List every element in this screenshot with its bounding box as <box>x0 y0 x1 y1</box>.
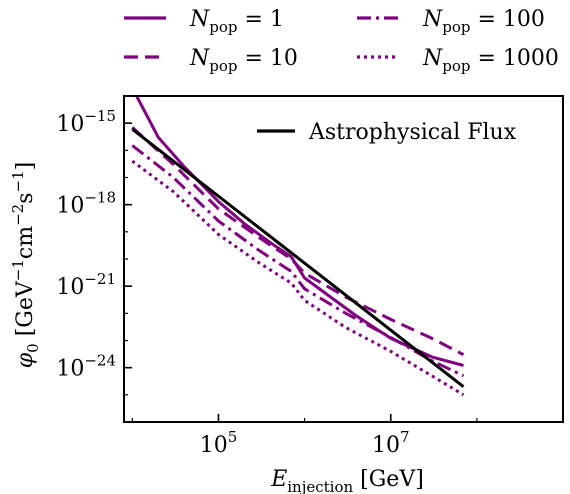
y-tick-label: 10−24 <box>56 352 116 382</box>
series-line-n-pop-10 <box>131 126 465 357</box>
y-tick-label: 10−15 <box>56 107 116 137</box>
x-axis-label: Einjection [GeV] <box>270 467 424 494</box>
legend-top: Npop = 1 Npop = 100 Npop = 10 Npop = 1000 <box>124 7 559 75</box>
y-tick-label: 10−18 <box>56 189 116 219</box>
series-line-n-pop-1000 <box>131 159 465 397</box>
axis-labels: Einjection [GeV] φ0 [GeV−1cm−2s−1] <box>9 162 424 494</box>
legend-entry-n-pop-100: Npop = 100 <box>357 7 545 36</box>
legend-entry-n-pop-1000: Npop = 1000 <box>357 46 559 75</box>
x-tick-label: 105 <box>200 428 238 458</box>
legend-label: Npop = 10 <box>189 46 298 75</box>
legend-label: Npop = 1000 <box>422 46 559 75</box>
legend-entry-n-pop-10: Npop = 10 <box>124 46 298 75</box>
legend-entry-n-pop-1: Npop = 1 <box>124 7 284 36</box>
inner-legend: Astrophysical Flux <box>257 120 517 145</box>
series-line-astrophysical-flux <box>131 128 465 388</box>
ticks: 105 107 10−15 10−18 10−21 10−24 <box>56 107 478 458</box>
y-tick-label: 10−21 <box>56 270 116 300</box>
legend-label: Npop = 1 <box>189 7 284 36</box>
plot-lines <box>131 96 465 397</box>
x-tick-label: 107 <box>372 428 410 458</box>
y-axis-label: φ0 [GeV−1cm−2s−1] <box>9 162 42 368</box>
series-line-n-pop-100 <box>131 144 465 378</box>
legend-label-astrophysical-flux: Astrophysical Flux <box>308 120 517 145</box>
legend-label: Npop = 100 <box>422 7 545 36</box>
